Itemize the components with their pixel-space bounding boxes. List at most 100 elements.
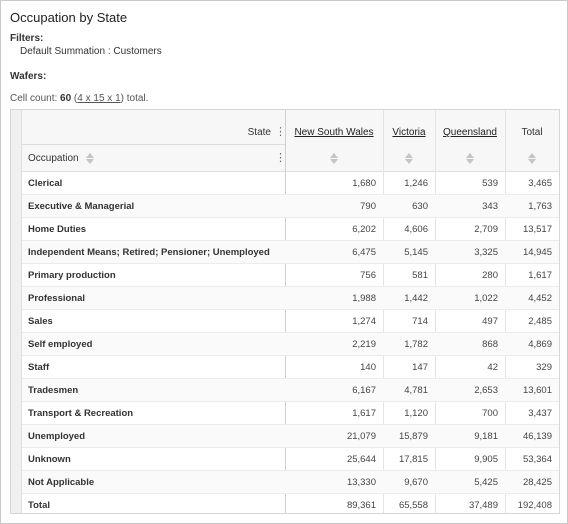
cell-value: 3,325 — [474, 247, 498, 258]
cell-value: 6,202 — [352, 224, 376, 235]
filter-summation: Default Summation : Customers — [20, 46, 162, 57]
cell-count: Cell count: 60 (4 x 15 x 1) total. — [10, 93, 149, 104]
cell-value: 65,558 — [398, 500, 428, 511]
sort-arrows-icon[interactable] — [329, 153, 339, 165]
cell-value: 9,181 — [474, 431, 498, 442]
cell-value: 17,815 — [398, 454, 428, 465]
cell-value: 13,601 — [522, 385, 552, 396]
cell-value: 2,653 — [474, 385, 498, 396]
cell-value: 280 — [482, 270, 498, 281]
cell-value: 6,475 — [352, 247, 376, 258]
cell-value: 42 — [487, 362, 498, 373]
cell-count-value: 60 — [60, 93, 72, 104]
report-title: Occupation by State — [10, 10, 128, 25]
cell-value: 4,781 — [404, 385, 428, 396]
cell-value: 756 — [360, 270, 376, 281]
row-label: Executive & Managerial — [28, 201, 135, 212]
sort-arrows-icon[interactable] — [404, 153, 414, 165]
cell-value: 13,330 — [346, 477, 376, 488]
row-label: Unknown — [28, 454, 71, 465]
cell-count-prefix: Cell count: — [10, 93, 58, 104]
cell-value: 868 — [482, 339, 498, 350]
cell-value: 700 — [482, 408, 498, 419]
cell-value: 9,905 — [474, 454, 498, 465]
cell-value: 21,079 — [346, 431, 376, 442]
row-label: Independent Means; Retired; Pensioner; U… — [28, 247, 270, 258]
row-label: Self employed — [28, 339, 93, 350]
cell-value: 46,139 — [522, 431, 552, 442]
cell-value: 2,709 — [474, 224, 498, 235]
cell-value: 25,644 — [346, 454, 376, 465]
cell-value: 329 — [536, 362, 552, 373]
row-label: Home Duties — [28, 224, 87, 235]
cell-count-suffix: total. — [126, 93, 149, 104]
sort-arrows-icon[interactable] — [465, 153, 475, 165]
column-divider — [285, 110, 286, 513]
occupation-dimension-label: Occupation — [28, 153, 79, 164]
table-row: Not Applicable 13,330 9,670 5,425 28,425 — [22, 471, 559, 494]
cell-value: 13,517 — [522, 224, 552, 235]
cell-value: 2,485 — [528, 316, 552, 327]
cell-value: 5,145 — [404, 247, 428, 258]
cell-value: 1,782 — [404, 339, 428, 350]
cell-value: 4,606 — [404, 224, 428, 235]
cell-value: 1,274 — [352, 316, 376, 327]
cell-value: 539 — [482, 178, 498, 189]
cell-value: 9,670 — [404, 477, 428, 488]
cell-value: 343 — [482, 201, 498, 212]
state-menu-icon[interactable]: ⋮ — [275, 126, 286, 138]
column-header-victoria[interactable]: Victoria — [392, 127, 426, 138]
cell-value: 630 — [412, 201, 428, 212]
cell-value: 1,617 — [528, 270, 552, 281]
column-divider — [383, 110, 384, 513]
filters-label: Filters: — [10, 33, 44, 44]
cell-value: 28,425 — [522, 477, 552, 488]
row-label: Clerical — [28, 178, 63, 189]
column-header-queensland[interactable]: Queensland — [443, 127, 497, 138]
row-label: Tradesmen — [28, 385, 79, 396]
cell-value: 6,167 — [352, 385, 376, 396]
table-row: Staff 140 147 42 329 — [22, 356, 559, 379]
occupation-sort-icon[interactable] — [85, 153, 95, 165]
table-row: Primary production 756 581 280 1,617 — [22, 264, 559, 287]
cell-value: 5,425 — [474, 477, 498, 488]
cell-value: 3,437 — [528, 408, 552, 419]
cell-value: 3,465 — [528, 178, 552, 189]
cell-value: 581 — [412, 270, 428, 281]
table-row: Transport & Recreation 1,617 1,120 700 3,437 — [22, 402, 559, 425]
cell-value: 1,763 — [528, 201, 552, 212]
row-label: Transport & Recreation — [28, 408, 134, 419]
table-row: Professional 1,988 1,442 1,022 4,452 — [22, 287, 559, 310]
row-label: Not Applicable — [28, 477, 95, 488]
state-dimension-label: State — [247, 127, 271, 138]
cell-value: 1,246 — [404, 178, 428, 189]
cell-value: 1,988 — [352, 293, 376, 304]
table-row: Unemployed 21,079 15,879 9,181 46,139 — [22, 425, 559, 448]
total-row: Total 89,361 65,558 37,489 192,408 — [22, 494, 559, 513]
cell-value: 147 — [412, 362, 428, 373]
table-row: Clerical 1,680 1,246 539 3,465 — [22, 172, 559, 195]
row-label: Staff — [28, 362, 50, 373]
column-header-new-south-wales[interactable]: New South Wales — [294, 127, 374, 138]
occupation-menu-icon[interactable]: ⋮ — [275, 152, 286, 164]
row-label: Primary production — [28, 270, 116, 281]
cell-count-dims-link[interactable]: 4 x 15 x 1 — [77, 93, 121, 104]
cell-value: 53,364 — [522, 454, 552, 465]
cell-value: 2,219 — [352, 339, 376, 350]
column-divider — [435, 110, 436, 513]
sort-arrows-icon[interactable] — [527, 153, 537, 165]
cell-value: 1,617 — [352, 408, 376, 419]
cell-value: 14,945 — [522, 247, 552, 258]
cell-value: 4,452 — [528, 293, 552, 304]
table-row: Independent Means; Retired; Pensioner; U… — [22, 241, 559, 264]
row-label: Unemployed — [28, 431, 86, 442]
table-row: Self employed 2,219 1,782 868 4,869 — [22, 333, 559, 356]
cell-value: 37,489 — [468, 500, 498, 511]
cell-value: 192,408 — [517, 500, 552, 511]
row-label: Total — [28, 500, 50, 511]
table-row: Home Duties 6,202 4,606 2,709 13,517 — [22, 218, 559, 241]
cell-value: 1,022 — [474, 293, 498, 304]
cell-value: 497 — [482, 316, 498, 327]
row-gutter — [11, 110, 22, 513]
